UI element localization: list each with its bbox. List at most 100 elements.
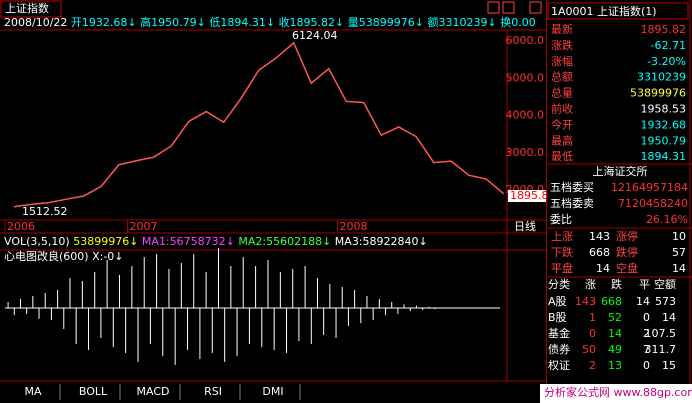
- breadth-label: 上涨: [551, 230, 573, 243]
- breadth-value: 14: [672, 262, 686, 275]
- low-label: 1512.52: [22, 205, 68, 218]
- table-header: 涨: [585, 278, 596, 291]
- table-cell: 143: [575, 295, 596, 308]
- order-value: 26.16%: [646, 213, 688, 226]
- tab[interactable]: MACD: [137, 385, 170, 398]
- tab[interactable]: BOLL: [79, 385, 108, 398]
- table-cell: 7: [643, 343, 650, 356]
- table-cell: 49: [608, 343, 622, 356]
- period-label: 日线: [514, 219, 536, 233]
- quote-value: 1958.53: [641, 103, 687, 116]
- header-item: 开1932.68↓: [71, 16, 137, 29]
- breadth-label: 下跌: [551, 245, 573, 259]
- table-header: 平: [639, 278, 650, 291]
- volume-item: MA1:56758732↓: [142, 235, 235, 248]
- quote-title-bg: [547, 2, 689, 20]
- tab[interactable]: RSI: [204, 385, 222, 398]
- table-cell: 14: [662, 311, 676, 324]
- table-cell: 0: [589, 327, 596, 340]
- breadth-value: 10: [672, 230, 686, 243]
- quote-label: 涨跌: [551, 38, 573, 52]
- table-cell: 668: [601, 295, 622, 308]
- x-tick-label: 2008: [340, 220, 368, 233]
- header-item: 量53899976↓: [348, 16, 424, 29]
- icon[interactable]: [502, 1, 515, 14]
- last-label: 1895.8: [510, 189, 549, 202]
- icon[interactable]: [529, 1, 542, 14]
- table-cell: 2: [589, 359, 596, 372]
- date: 2008/10/22: [4, 16, 67, 29]
- quote-label: 今开: [551, 117, 573, 131]
- x-tick-label: 2006: [7, 220, 35, 233]
- volume-line: VOL(3,5,10) 53899976↓ MA1:56758732↓ MA2:…: [4, 235, 428, 248]
- volume-item: 53899976↓: [73, 235, 138, 248]
- header-item: 低1894.31↓: [209, 16, 275, 29]
- title-box: [0, 0, 62, 18]
- tab-bar: [0, 383, 546, 403]
- table-cell: 15: [662, 359, 676, 372]
- volume-item: MA3:58922840↓: [335, 235, 428, 248]
- tab[interactable]: DMI: [262, 385, 283, 398]
- quote-label: 总量: [551, 86, 573, 100]
- quote-label: 前收: [551, 102, 573, 116]
- header-item: 收1895.82↓: [279, 15, 345, 29]
- order-label: 五档委买: [550, 180, 594, 194]
- quote-value: 1894.31: [641, 150, 687, 163]
- breadth-value: 14: [596, 262, 610, 275]
- quote-value: 1895.82: [641, 23, 687, 36]
- header-item: 额3310239↓: [428, 16, 497, 29]
- high-label: 6124.04: [292, 29, 338, 42]
- y-tick-label: 4000.0: [506, 109, 545, 122]
- table-cell: 0: [643, 311, 650, 324]
- table-cell: A股: [548, 295, 567, 308]
- header-item: 换0.00: [500, 15, 536, 29]
- volume-item: MA2:55602188↓: [238, 235, 331, 248]
- breadth-label: 跌停: [616, 245, 638, 259]
- table-cell: 13: [608, 359, 622, 372]
- quote-value: 1950.79: [641, 134, 687, 147]
- y-tick-label: 3000.0: [506, 146, 545, 159]
- table-cell: 2: [643, 327, 650, 340]
- breadth-label: 涨停: [616, 229, 638, 243]
- tab[interactable]: MA: [24, 385, 41, 398]
- quote-label: 涨幅: [551, 55, 573, 68]
- table-cell: 基金: [548, 326, 570, 340]
- table-cell: 573: [655, 295, 676, 308]
- quote-title: 1A0001 上证指数(1): [551, 4, 657, 18]
- x-tick-label: 2007: [130, 220, 158, 233]
- icon[interactable]: [487, 1, 500, 14]
- quote-value: 1932.68: [641, 118, 687, 131]
- breadth-label: 空盘: [616, 261, 638, 275]
- y-tick-label: 5000.0: [506, 71, 545, 84]
- table-header: 跌: [611, 277, 622, 291]
- quote-value: -3.20%: [647, 55, 686, 68]
- window-title: 上证指数: [5, 1, 49, 15]
- table-cell: 50: [582, 343, 596, 356]
- table-cell: 311.7: [645, 343, 677, 356]
- order-label: 委比: [550, 213, 572, 226]
- oscillator-title: 心电图改良(600) X:-0↓: [4, 249, 124, 263]
- quote-label: 最低: [551, 150, 573, 163]
- table-cell: 权证: [548, 359, 570, 372]
- order-value: 12164957184: [611, 181, 688, 194]
- table-cell: 107.5: [645, 327, 677, 340]
- quote-value: 53899976: [630, 87, 686, 100]
- table-header: 分类: [548, 277, 570, 291]
- quote-label: 最新: [551, 22, 573, 36]
- footer: 分析家公式网 www.88gp.com: [544, 385, 692, 399]
- table-cell: 14: [636, 295, 650, 308]
- breadth-value: 143: [589, 230, 610, 243]
- y-tick-label: 6000.0: [506, 34, 545, 47]
- table-header: 空额: [654, 277, 676, 291]
- table-cell: 52: [608, 311, 622, 324]
- order-value: 7120458240: [618, 197, 688, 210]
- table-cell: 14: [608, 327, 622, 340]
- last-box: [508, 190, 546, 202]
- table-cell: 债券: [548, 342, 570, 356]
- exchange: 上海证交所: [593, 164, 648, 178]
- quote-label: 总额: [551, 70, 573, 84]
- order-label: 五档委卖: [550, 196, 594, 210]
